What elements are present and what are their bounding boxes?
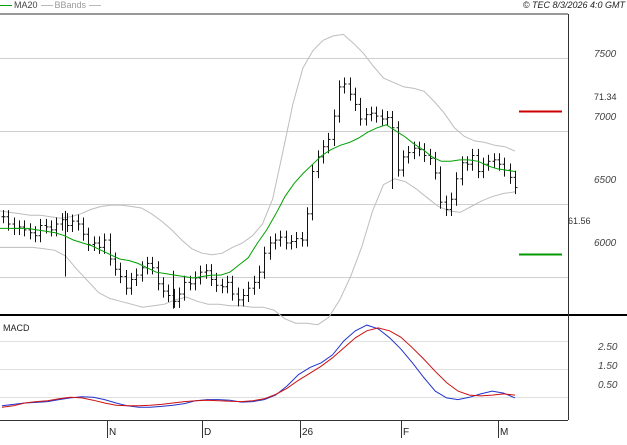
legend-item-ma20: MA20 xyxy=(0,0,38,10)
ma20-swatch xyxy=(0,4,12,6)
macd-y-label-050: 0.50 xyxy=(598,380,618,391)
macd-y-label-250: 2.50 xyxy=(598,342,618,353)
x-label-2026: 26 xyxy=(302,427,314,438)
bbands-swatch xyxy=(40,4,53,6)
x-label-feb: F xyxy=(403,427,410,438)
macd-title: MACD xyxy=(3,323,30,333)
y-label-7500: 7500 xyxy=(594,49,617,60)
y-label-7000: 7000 xyxy=(594,112,617,123)
macd-y-label-150: 1.50 xyxy=(598,361,618,372)
y-label-6500: 6500 xyxy=(594,175,617,186)
chart-legend: MA20 BBands xyxy=(0,0,102,10)
legend-label-ma20: MA20 xyxy=(14,0,38,10)
bbands-swatch-trailing xyxy=(89,4,102,6)
copyright-text: © TEC 8/3/2026 4:0 GMT xyxy=(522,0,625,10)
x-label-mar: M xyxy=(500,427,509,438)
x-label-dec: D xyxy=(204,427,212,438)
legend-label-bbands: BBands xyxy=(54,0,87,10)
x-label-nov: N xyxy=(109,427,117,438)
support-marker-label: 61.56 xyxy=(568,216,591,226)
y-label-6000: 6000 xyxy=(594,238,617,249)
legend-item-bbands: BBands xyxy=(40,0,87,10)
resistance-marker-label: 71.34 xyxy=(594,92,617,102)
